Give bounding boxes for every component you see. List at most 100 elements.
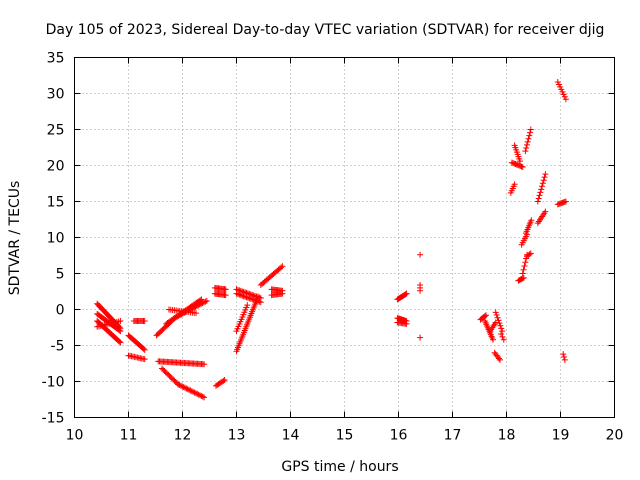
data-point <box>522 148 529 155</box>
data-point <box>141 346 148 353</box>
data-point <box>279 263 286 270</box>
data-point <box>201 361 208 368</box>
axis-ticks <box>74 57 615 418</box>
data-point <box>523 141 530 148</box>
data-point <box>202 298 209 305</box>
data-point <box>190 388 197 395</box>
data-point <box>279 290 286 297</box>
data-point <box>199 393 206 400</box>
data-point <box>221 377 228 384</box>
data-point <box>141 318 148 325</box>
y-tick-label: 30 <box>47 87 65 103</box>
x-tick-label: 18 <box>498 428 516 444</box>
data-point <box>180 384 187 391</box>
y-tick-label: -10 <box>42 375 65 391</box>
data-point <box>234 291 241 298</box>
data-point <box>247 295 254 302</box>
data-point <box>403 320 410 327</box>
data-point <box>517 158 523 165</box>
x-axis-label: GPS time / hours <box>281 459 398 475</box>
data-point <box>186 386 193 393</box>
data-point <box>520 266 527 273</box>
data-point <box>183 385 190 392</box>
x-tick-label: 13 <box>228 428 246 444</box>
data-point <box>496 320 503 327</box>
y-tick-label: 25 <box>47 123 65 139</box>
data-point <box>192 390 199 397</box>
data-point <box>244 294 251 301</box>
data-point <box>497 356 504 363</box>
data-point <box>176 382 183 389</box>
data-point <box>528 217 535 224</box>
data-point <box>242 293 249 300</box>
data-point <box>182 384 189 391</box>
data-point <box>191 389 198 396</box>
y-tick-label: 5 <box>56 267 65 283</box>
data-point <box>519 270 526 277</box>
data-point <box>193 310 199 317</box>
data-point <box>117 328 124 335</box>
data-point <box>417 282 424 289</box>
data-point <box>526 251 533 258</box>
data-point <box>494 314 501 321</box>
data-point <box>244 302 251 309</box>
data-point <box>194 390 201 397</box>
data-point <box>403 290 410 297</box>
data-point <box>198 392 205 399</box>
y-axis-label: SDTVAR / TECUs <box>7 181 23 296</box>
data-point <box>498 325 505 332</box>
y-tick-label: 35 <box>47 51 65 67</box>
x-tick-label: 16 <box>390 428 408 444</box>
data-point <box>560 351 567 358</box>
data-point <box>116 327 123 334</box>
x-tick-label: 14 <box>282 428 300 444</box>
data-point <box>236 291 243 298</box>
data-point <box>257 299 264 306</box>
data-points <box>94 78 569 401</box>
data-point <box>499 333 506 340</box>
data-point <box>246 295 253 302</box>
data-point <box>522 259 529 266</box>
data-point <box>540 177 547 184</box>
data-point <box>243 294 250 301</box>
y-tick-labels: -15 -10 -5 0 5 10 15 20 25 30 35 <box>42 51 65 427</box>
data-point <box>117 339 124 346</box>
data-point <box>500 336 507 343</box>
data-point <box>402 291 409 298</box>
data-point <box>561 354 568 361</box>
data-point <box>562 96 569 103</box>
data-point <box>536 192 543 199</box>
data-point <box>526 132 533 139</box>
data-point <box>175 381 182 388</box>
x-tick-label: 20 <box>606 428 624 444</box>
data-point <box>527 126 534 133</box>
data-point <box>417 251 424 258</box>
data-point <box>197 392 204 399</box>
chart-title: Day 105 of 2023, Sidereal Day-to-day VTE… <box>46 22 605 38</box>
data-point <box>177 382 184 389</box>
data-point <box>278 264 285 271</box>
data-point <box>237 292 244 299</box>
data-point <box>220 377 227 384</box>
data-point <box>195 391 202 398</box>
x-tick-label: 19 <box>552 428 570 444</box>
data-point <box>523 145 530 152</box>
data-point <box>233 290 240 297</box>
data-point <box>187 387 194 394</box>
data-point <box>140 345 147 352</box>
data-point <box>520 274 527 281</box>
x-tick-labels: 10 11 12 13 14 15 16 17 18 19 20 <box>66 428 624 444</box>
y-tick-label: 0 <box>56 303 65 319</box>
data-point <box>527 250 534 257</box>
data-point <box>179 383 186 390</box>
data-point <box>201 394 208 401</box>
y-tick-label: -5 <box>51 339 65 355</box>
data-point <box>141 356 148 363</box>
data-point <box>535 195 542 202</box>
data-point <box>254 298 261 305</box>
data-point <box>521 263 528 270</box>
data-point <box>203 297 210 304</box>
x-tick-label: 17 <box>444 428 462 444</box>
data-point <box>256 298 263 305</box>
